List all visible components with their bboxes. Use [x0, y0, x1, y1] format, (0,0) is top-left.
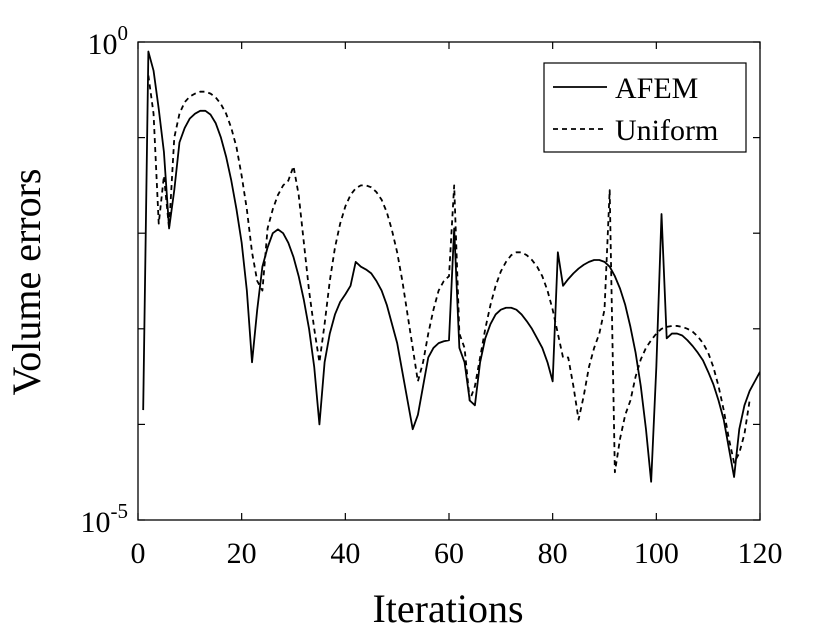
- x-tick-label: 40: [330, 537, 360, 570]
- plot-area: [142, 50, 760, 483]
- y-tick-label: 100: [88, 21, 129, 61]
- y-axis-label: Volume errors: [4, 169, 49, 396]
- legend-label-uniform: Uniform: [615, 114, 718, 147]
- legend-label-afem: AFEM: [615, 72, 698, 105]
- x-tick-label: 60: [434, 537, 464, 570]
- series-line-afem: [142, 50, 760, 483]
- x-tick-label: 20: [227, 537, 257, 570]
- x-axis-label: Iterations: [372, 586, 523, 630]
- legend: AFEM Uniform: [543, 62, 747, 153]
- y-tick-label-base: 10: [81, 506, 111, 539]
- y-tick-label: 10-5: [81, 499, 129, 539]
- y-tick-label-base: 10: [88, 28, 118, 61]
- series-line-uniform: [147, 75, 751, 474]
- x-tick-label: 0: [131, 537, 146, 570]
- y-tick-label-exponent: 0: [118, 21, 129, 45]
- x-tick-label: 100: [634, 537, 679, 570]
- x-tick-label: 120: [738, 537, 783, 570]
- y-tick-label-exponent: -5: [111, 499, 129, 523]
- legend-box: [543, 62, 747, 153]
- x-tick-label: 80: [538, 537, 568, 570]
